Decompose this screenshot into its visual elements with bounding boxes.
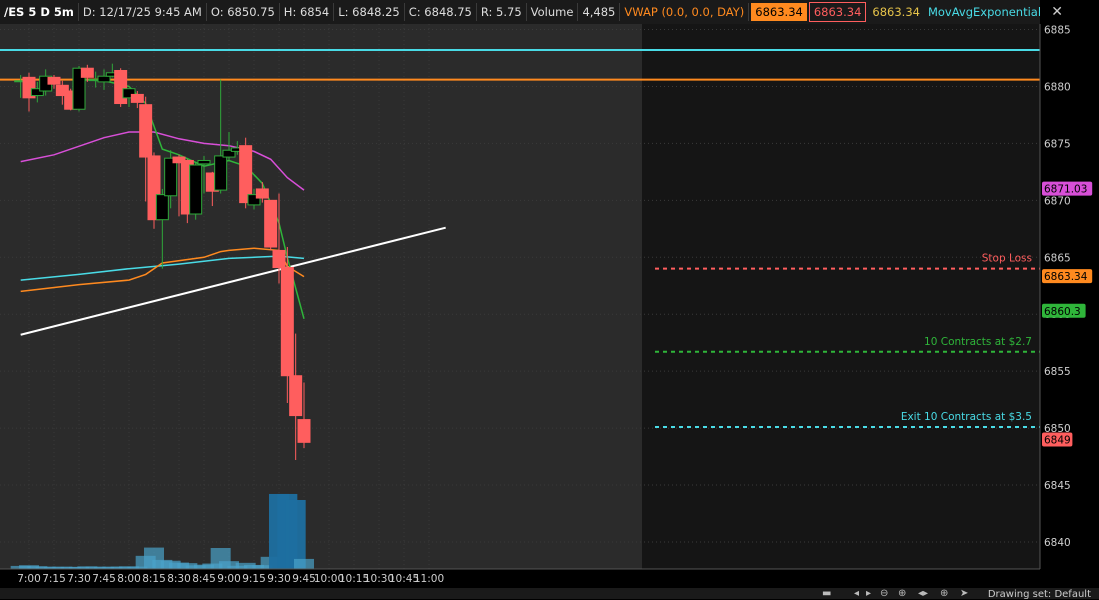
time-tick-label: 8:00 <box>117 573 141 585</box>
price-tick-label: 6840 <box>1044 537 1071 549</box>
scroll-handle-icon[interactable]: ▬ <box>822 588 832 599</box>
drawing-set-label[interactable]: Drawing set: Default <box>987 589 1091 600</box>
range-readout: R: 5.75 <box>477 3 527 21</box>
price-tag-bg <box>1042 269 1093 284</box>
time-axis-bg <box>0 569 1040 588</box>
time-tick-label: 9:00 <box>217 573 241 585</box>
date-readout: D: 12/17/25 9:45 AM <box>79 3 207 21</box>
candle-body <box>189 164 203 215</box>
candle-body <box>139 104 153 158</box>
crosshair-icon[interactable]: ⊕ <box>940 588 949 599</box>
vwap-value-2: 6863.34 <box>808 2 867 22</box>
price-tick-label: 6875 <box>1044 138 1071 150</box>
candle-body <box>289 375 303 417</box>
candle-body <box>264 199 278 248</box>
vwap-label: VWAP (0.0, 0.0, DAY) <box>620 3 750 21</box>
time-tick-label: 7:15 <box>42 573 66 585</box>
candle-body <box>272 249 286 269</box>
vwap-value-1: 6863.34 <box>751 3 807 21</box>
candle-body <box>255 188 269 199</box>
candle-body <box>72 67 86 110</box>
close-readout: C: 6848.75 <box>405 3 477 21</box>
header-bar: /ES 5 D 5m D: 12/17/25 9:45 AM O: 6850.7… <box>0 0 1040 24</box>
candle-body <box>122 88 136 99</box>
time-tick-label: 10:15 <box>339 573 369 585</box>
price-tag-bg <box>1042 303 1086 318</box>
candle-body <box>214 155 228 191</box>
time-tick-label: 10:45 <box>389 573 419 585</box>
price-tick-label: 6845 <box>1044 480 1071 492</box>
time-tick-label: 10:00 <box>314 573 344 585</box>
time-tick-label: 7:30 <box>67 573 91 585</box>
price-tick-label: 6855 <box>1044 366 1071 378</box>
candle-body <box>130 93 144 103</box>
candle-body <box>280 267 294 377</box>
scroll-left-icon[interactable]: ◂ <box>854 588 860 599</box>
price-axis-bg <box>1040 0 1099 599</box>
regular-session-bg <box>642 24 1040 569</box>
time-tick-label: 10:30 <box>364 573 394 585</box>
zoom-out-icon[interactable]: ⊖ <box>880 588 889 599</box>
price-tag-bg <box>1042 432 1073 447</box>
expand-icon[interactable]: ◂▸ <box>918 588 929 599</box>
candle-body <box>30 88 44 97</box>
volume-bar <box>294 558 314 569</box>
close-icon[interactable]: ✕ <box>1051 4 1063 20</box>
premarket-shade <box>0 24 642 569</box>
candle-body <box>47 76 61 85</box>
time-tick-label: 8:45 <box>192 573 216 585</box>
time-tick-label: 9:15 <box>242 573 266 585</box>
time-tick-label: 7:45 <box>92 573 116 585</box>
candle-body <box>172 156 186 164</box>
price-tick-label: 6870 <box>1044 195 1071 207</box>
price-tick-label: 6850 <box>1044 423 1071 435</box>
candle-body <box>155 194 169 221</box>
candle-body <box>55 84 69 97</box>
price-tag-bg <box>1042 181 1093 196</box>
candle-body <box>80 67 94 78</box>
candle-body <box>297 419 311 443</box>
time-tick-label: 7:00 <box>17 573 41 585</box>
time-tick-label: 9:45 <box>292 573 316 585</box>
candle-body <box>197 159 211 165</box>
time-tick-label: 9:30 <box>267 573 291 585</box>
candle-body <box>114 70 128 105</box>
zoom-in-icon[interactable]: ⊕ <box>898 588 907 599</box>
pointer-icon[interactable]: ➤ <box>960 588 969 599</box>
ema-magenta-line <box>20 131 305 191</box>
candle-body <box>97 75 111 83</box>
entry-label: 10 Contracts at $2.7 <box>924 336 1032 348</box>
price-tick-label: 6865 <box>1044 252 1071 264</box>
price-tick-label: 6880 <box>1044 81 1071 93</box>
high-readout: H: 6854 <box>280 3 335 21</box>
ema-label: MovAvgExponential (CLOSE, 200, 0, no) <box>924 3 1040 21</box>
candle-body <box>222 149 236 158</box>
volume-readout: 4,485 <box>578 3 621 21</box>
price-tag-label: 6860.3 <box>1044 306 1081 318</box>
volume-label: Volume <box>527 3 579 21</box>
exit-label: Exit 10 Contracts at $3.5 <box>901 411 1032 423</box>
candle-body <box>247 194 261 206</box>
footer-bar <box>0 588 1099 599</box>
scroll-right-icon[interactable]: ▸ <box>866 588 872 599</box>
price-tick-label: 6885 <box>1044 25 1071 37</box>
symbol-label[interactable]: /ES 5 D 5m <box>0 3 79 21</box>
volume-bar <box>285 499 306 569</box>
volume-bar <box>219 561 239 569</box>
time-tick-label: 11:00 <box>414 573 444 585</box>
price-tag-label: 6863.34 <box>1044 271 1088 283</box>
trendline <box>20 226 446 336</box>
stop-loss-label: Stop Loss <box>982 253 1032 265</box>
price-tag-label: 6849 <box>1044 435 1071 447</box>
time-tick-label: 8:15 <box>142 573 166 585</box>
time-tick-label: 8:30 <box>167 573 191 585</box>
candle-body <box>164 157 178 197</box>
open-readout: O: 6850.75 <box>207 3 280 21</box>
vwap-value-3: 6863.34 <box>872 5 920 19</box>
low-readout: L: 6848.25 <box>334 3 405 21</box>
candle-body <box>239 145 253 204</box>
price-tag-label: 6871.03 <box>1044 184 1087 196</box>
